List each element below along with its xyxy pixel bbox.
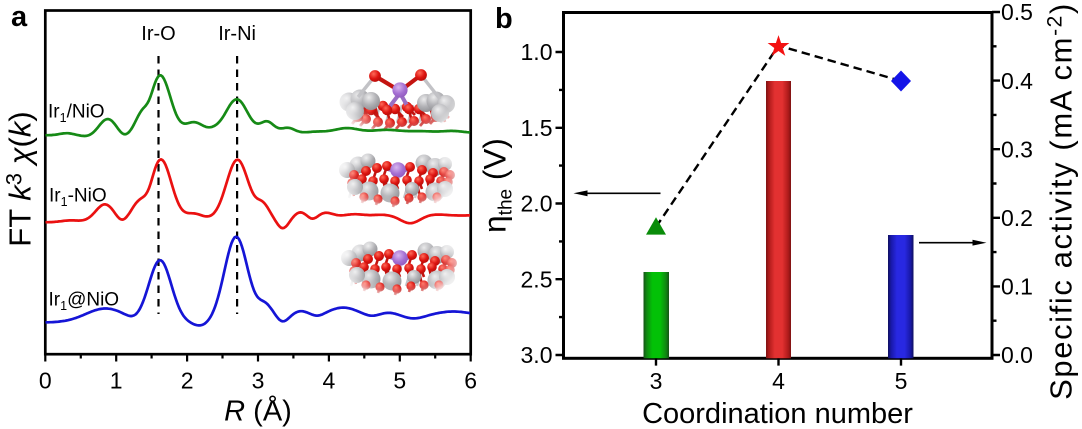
svg-text:0.2: 0.2 [1001, 205, 1033, 231]
svg-text:R (Å): R (Å) [224, 395, 292, 428]
svg-text:3.0: 3.0 [521, 342, 553, 368]
svg-text:b: b [495, 3, 513, 35]
svg-text:Ir1/NiO: Ir1/NiO [48, 102, 105, 126]
svg-text:1.5: 1.5 [521, 115, 553, 141]
svg-text:0.1: 0.1 [1001, 274, 1033, 300]
svg-text:Ir1-NiO: Ir1-NiO [49, 186, 107, 210]
svg-text:2.5: 2.5 [521, 266, 553, 292]
svg-text:FT k3 χ(k): FT k3 χ(k) [2, 111, 38, 246]
svg-text:3: 3 [650, 368, 663, 394]
svg-text:5: 5 [895, 368, 908, 394]
svg-text:Coordination number: Coordination number [642, 398, 913, 429]
svg-text:Ir-O: Ir-O [141, 23, 175, 45]
svg-text:0.0: 0.0 [1001, 342, 1033, 368]
svg-text:0: 0 [39, 368, 52, 394]
svg-text:a: a [11, 1, 28, 33]
svg-text:0.3: 0.3 [1001, 136, 1033, 162]
svg-text:3: 3 [252, 368, 265, 394]
svg-text:Specific activity (mA cm-2): Specific activity (mA cm-2) [1044, 2, 1079, 400]
svg-text:1: 1 [110, 368, 123, 394]
svg-text:0.4: 0.4 [1001, 68, 1033, 94]
svg-text:4: 4 [323, 368, 336, 394]
svg-text:2: 2 [181, 368, 194, 394]
svg-text:2.0: 2.0 [521, 191, 553, 217]
svg-text:4: 4 [772, 368, 785, 394]
svg-text:Ir1@NiO: Ir1@NiO [49, 290, 120, 314]
svg-text:6: 6 [464, 368, 477, 394]
svg-text:ηthe (V): ηthe (V) [477, 138, 517, 233]
svg-text:5: 5 [393, 368, 406, 394]
svg-text:1.0: 1.0 [521, 39, 553, 65]
svg-text:0.5: 0.5 [1001, 0, 1033, 25]
svg-text:Ir-Ni: Ir-Ni [218, 23, 256, 45]
